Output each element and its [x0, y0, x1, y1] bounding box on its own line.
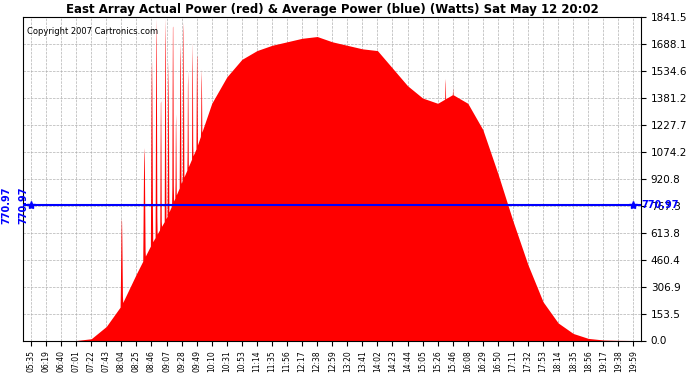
Title: East Array Actual Power (red) & Average Power (blue) (Watts) Sat May 12 20:02: East Array Actual Power (red) & Average … [66, 3, 599, 16]
Text: 770.97: 770.97 [641, 200, 678, 210]
Text: 770.97: 770.97 [19, 186, 28, 224]
Text: Copyright 2007 Cartronics.com: Copyright 2007 Cartronics.com [26, 27, 158, 36]
Text: 770.97: 770.97 [1, 186, 11, 224]
